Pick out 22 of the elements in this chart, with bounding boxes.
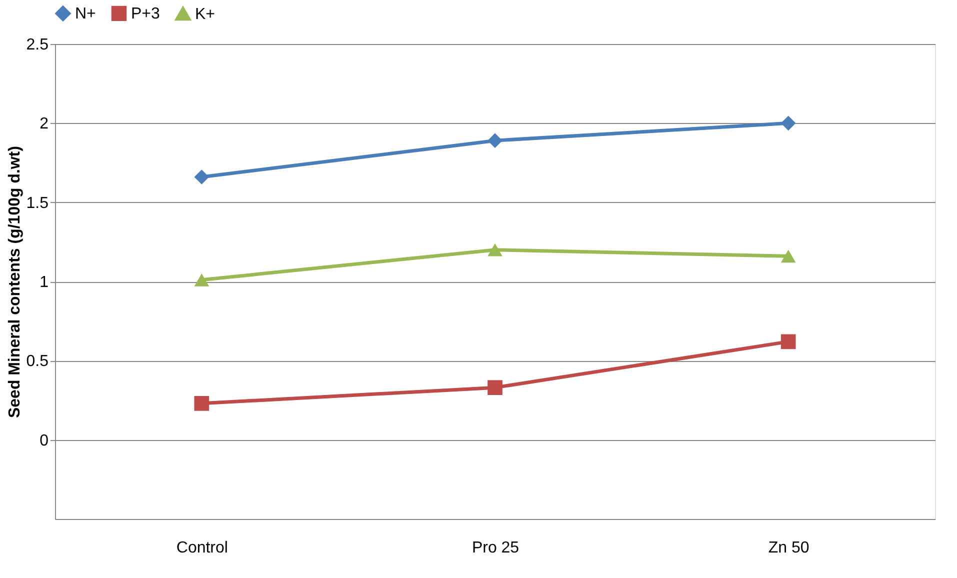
x-tick-label: Control [176, 540, 228, 556]
point [780, 116, 796, 131]
point [780, 334, 796, 350]
y-tick-label: 0 [40, 432, 49, 450]
point [488, 133, 502, 148]
point [780, 250, 796, 263]
legend-label: N+ [75, 5, 96, 22]
y-tick-label: 2.5 [26, 36, 49, 54]
y-axis-title: Seed Mineral contents (g/100g d.wt) [6, 146, 24, 418]
point [488, 243, 502, 256]
point [194, 170, 210, 184]
x-tick-label: Pro 25 [472, 540, 520, 556]
y-tick-label: 1.5 [26, 194, 49, 212]
x-tick-label: Zn 50 [768, 540, 810, 556]
y-tick-label: 1 [40, 274, 49, 291]
y-tick-label: 2 [40, 116, 49, 133]
y-tick-label: 0.5 [26, 353, 49, 370]
legend-label: K+ [195, 6, 216, 23]
legend-label: P+3 [131, 5, 160, 22]
point [194, 273, 210, 286]
point [488, 380, 502, 395]
point [194, 396, 210, 411]
